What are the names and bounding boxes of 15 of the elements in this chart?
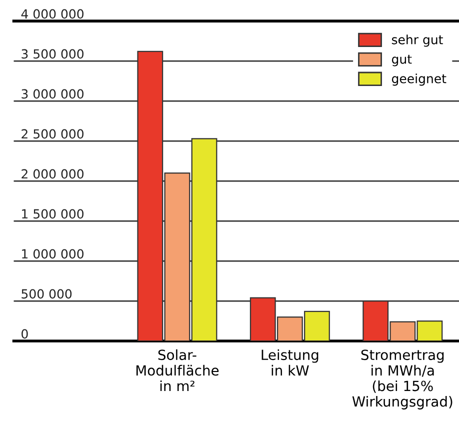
y-tick-label: 0 — [22, 329, 28, 339]
y-tick-label: 1 500 000 — [22, 209, 84, 219]
legend-label: sehr gut — [392, 34, 443, 47]
y-tick-label: 3 500 000 — [22, 49, 84, 59]
x-tick-label: Solar- Modulfläche in m² — [136, 349, 219, 391]
y-tick-label: 3 000 000 — [22, 89, 84, 99]
legend-label: gut — [392, 54, 412, 66]
y-tick-label: 500 000 — [22, 289, 72, 299]
y-tick-label: 2 500 000 — [22, 129, 84, 139]
x-tick-label: Stromertrag in MWh/a (bei 15% Wirkungsgrad) — [352, 350, 452, 410]
y-tick-label: 1 000 000 — [22, 249, 84, 259]
y-tick-label: 4 000 000 — [21, 9, 84, 19]
legend-label: geeignet — [392, 74, 446, 86]
y-tick-label: 2 000 000 — [22, 169, 84, 179]
x-tick-label: Leistung in kW — [262, 349, 318, 376]
